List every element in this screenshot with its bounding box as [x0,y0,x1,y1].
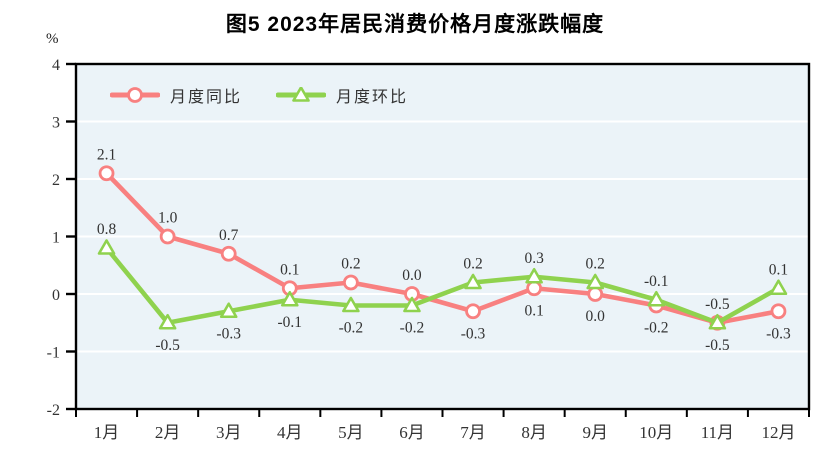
svg-text:0.8: 0.8 [97,221,117,238]
svg-text:1: 1 [52,230,60,247]
legend-label-mom: 月度环比 [336,89,409,106]
chart-title: 图5 2023年居民消费价格月度涨跌幅度 [225,13,605,36]
svg-text:4: 4 [52,57,60,74]
legend-item-mom: 月度环比 [276,83,408,107]
svg-text:-0.5: -0.5 [705,296,730,313]
svg-text:-0.3: -0.3 [766,325,791,342]
svg-text:0.1: 0.1 [280,261,299,278]
svg-text:2: 2 [52,172,60,189]
svg-text:0.2: 0.2 [341,256,360,273]
svg-text:8月: 8月 [521,423,547,442]
svg-text:0.2: 0.2 [463,256,482,273]
svg-text:-0.2: -0.2 [400,320,425,337]
svg-text:-0.2: -0.2 [644,320,669,337]
svg-text:3月: 3月 [216,423,242,442]
legend-label-yoy: 月度同比 [170,89,243,106]
svg-text:2月: 2月 [155,423,181,442]
svg-text:9月: 9月 [582,423,608,442]
svg-text:0.0: 0.0 [586,308,606,325]
svg-text:0.3: 0.3 [524,250,544,267]
svg-text:1.0: 1.0 [158,210,178,227]
svg-text:4月: 4月 [277,423,303,442]
svg-text:-0.1: -0.1 [278,314,303,331]
svg-text:3: 3 [52,115,60,132]
legend: 月度同比 月度环比 [110,83,408,107]
svg-text:-0.2: -0.2 [339,320,364,337]
svg-text:5月: 5月 [338,423,364,442]
svg-text:0.2: 0.2 [586,256,605,273]
svg-text:12月: 12月 [761,423,795,442]
svg-text:0.1: 0.1 [524,302,543,319]
svg-text:0.7: 0.7 [219,227,239,244]
yoy-line-circle-marker-icon [110,87,160,103]
svg-text:-0.5: -0.5 [705,337,730,354]
mom-line-triangle-marker-icon [276,87,327,102]
y-axis-unit-label: % [46,31,59,47]
svg-text:0.1: 0.1 [769,261,788,278]
svg-text:-0.5: -0.5 [155,337,180,354]
svg-text:1月: 1月 [94,423,120,442]
svg-text:2.1: 2.1 [97,146,116,163]
svg-text:-0.3: -0.3 [216,325,241,342]
svg-text:-2: -2 [47,402,60,419]
svg-text:7月: 7月 [460,423,486,442]
svg-text:-0.1: -0.1 [644,273,669,290]
svg-text:10月: 10月 [639,423,673,442]
svg-text:11月: 11月 [701,423,734,442]
svg-text:6月: 6月 [399,423,425,442]
svg-text:-1: -1 [47,345,60,362]
legend-item-yoy: 月度同比 [110,83,242,107]
svg-text:0.0: 0.0 [402,267,422,284]
svg-text:-0.3: -0.3 [461,325,486,342]
svg-text:0: 0 [52,287,60,304]
